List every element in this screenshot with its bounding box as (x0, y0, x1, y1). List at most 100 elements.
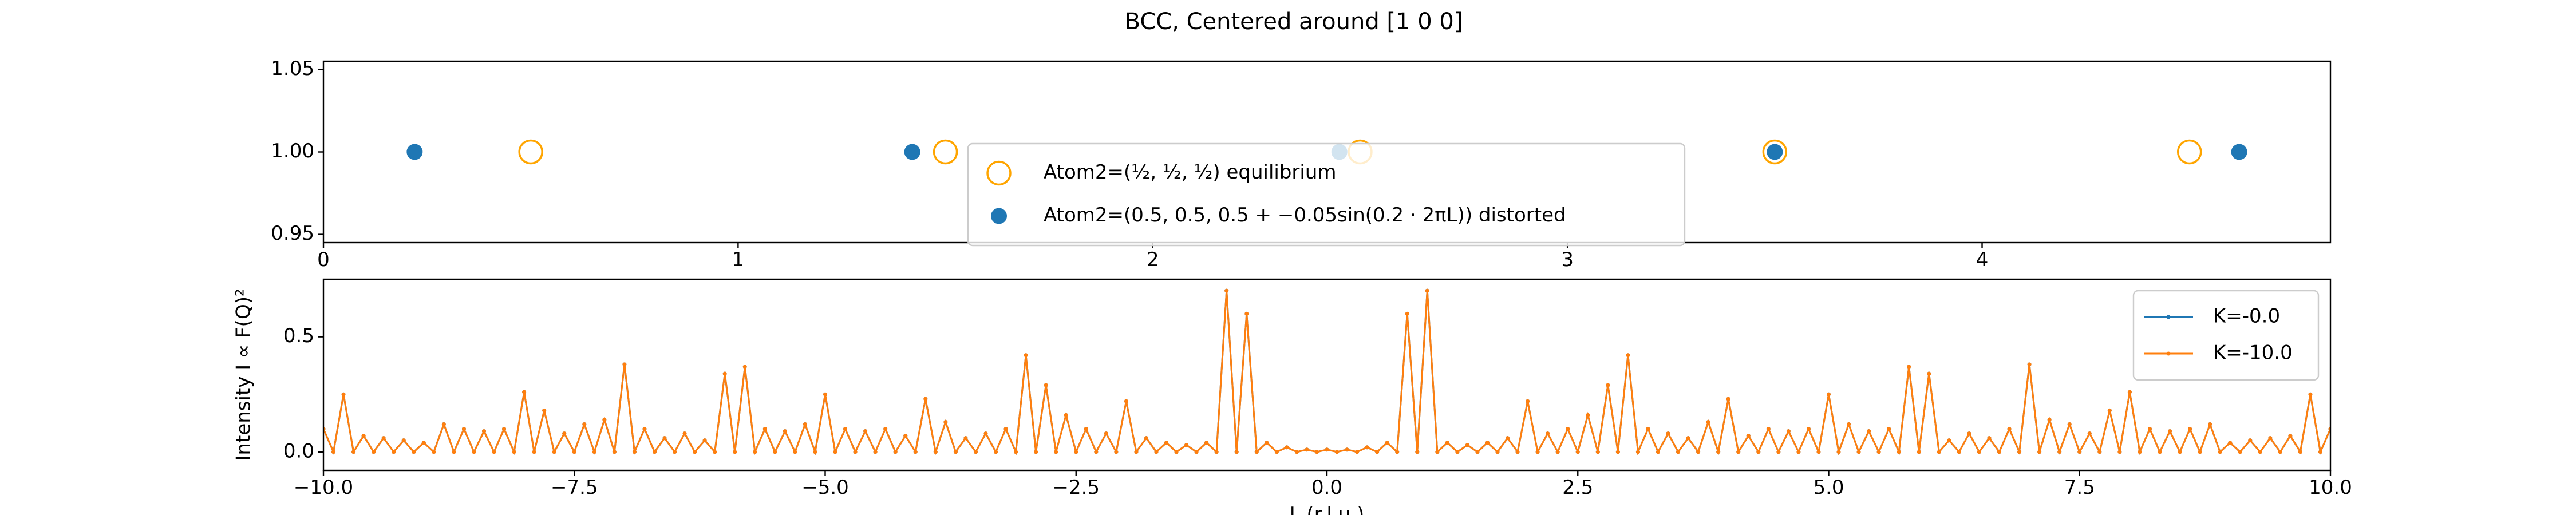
series-marker (1736, 450, 1741, 454)
series-marker (953, 450, 958, 454)
series-marker (2087, 431, 2092, 436)
series-marker (2258, 450, 2262, 454)
series-marker (1686, 436, 1690, 441)
series-marker (1134, 450, 1139, 454)
series-marker (1927, 371, 1931, 376)
series-marker (1024, 353, 1028, 358)
series-marker (1766, 427, 1771, 431)
series-marker (1746, 434, 1751, 438)
series-marker (552, 450, 556, 454)
series-marker (2208, 422, 2212, 427)
series-marker (1856, 450, 1861, 454)
series-marker (1184, 443, 1189, 447)
series-marker (602, 417, 607, 422)
series-marker (2188, 427, 2192, 431)
series-marker (1615, 450, 1620, 454)
series-marker (1335, 450, 1340, 454)
series-marker (1485, 441, 1490, 445)
series-marker (2308, 392, 2313, 397)
series-marker (2298, 450, 2302, 454)
series-marker (883, 427, 888, 431)
series-marker (1716, 450, 1721, 454)
series-marker (2138, 450, 2142, 454)
series-marker (923, 397, 928, 401)
x-tick-label: 3 (1561, 248, 1574, 271)
series-marker (1876, 450, 1881, 454)
series-marker (2047, 417, 2052, 422)
series-marker (1566, 427, 1570, 431)
series-marker (481, 429, 486, 434)
series-marker (973, 450, 978, 454)
series-marker (1064, 413, 1068, 417)
series-marker (1887, 427, 1891, 431)
series-marker (1314, 450, 1319, 454)
series-marker (401, 438, 406, 443)
series-marker (2238, 450, 2242, 454)
y-tick-label: 1.05 (271, 57, 314, 80)
series-marker (2268, 436, 2273, 441)
series-marker (2017, 450, 2022, 454)
series-marker (1967, 431, 1971, 436)
legend-label: K=-10.0 (2213, 342, 2293, 365)
series-marker (492, 450, 496, 454)
axes-frame (322, 278, 2332, 472)
series-marker (502, 427, 507, 431)
series-marker (863, 429, 868, 434)
series-marker (983, 431, 988, 436)
series-marker (1054, 450, 1058, 454)
series-marker (963, 436, 968, 441)
series-marker (2218, 450, 2222, 454)
series-marker (1495, 450, 1500, 454)
series-marker (853, 450, 858, 454)
series-marker (1254, 450, 1259, 454)
series-marker (1395, 450, 1400, 454)
series-marker (693, 450, 697, 454)
series-marker (1786, 429, 1791, 434)
series-marker (773, 450, 777, 454)
series-marker (2027, 362, 2032, 367)
series-marker (893, 450, 898, 454)
x-tick-label: 5.0 (1813, 476, 1844, 499)
legend: Atom2=(½, ½, ½) equilibrium Atom2=(0.5, 0… (967, 142, 1686, 247)
x-tick-label: −2.5 (1052, 476, 1100, 499)
series-marker (1475, 450, 1480, 454)
y-tick-label: 0.5 (283, 324, 314, 347)
series-marker (1706, 419, 1710, 424)
series-marker (1907, 365, 1911, 369)
scatter-point (2176, 139, 2202, 165)
series-marker (2288, 434, 2293, 438)
series-marker (1104, 431, 1108, 436)
x-tick-label: −10.0 (294, 476, 353, 499)
x-tick-label: 2 (1147, 248, 1159, 271)
series-marker (1003, 427, 1008, 431)
series-marker (461, 427, 466, 431)
series-marker (341, 392, 346, 397)
legend-marker (2166, 351, 2171, 356)
x-tick-label: −5.0 (801, 476, 849, 499)
x-tick-label: 2.5 (1562, 476, 1593, 499)
series-marker (1224, 288, 1229, 293)
series-marker (1726, 397, 1730, 401)
series-marker (813, 450, 817, 454)
series-marker (1957, 450, 1961, 454)
series-marker (2278, 450, 2282, 454)
legend-marker (986, 160, 1012, 186)
x-tick-label: 1 (732, 248, 745, 271)
series-marker (1776, 450, 1781, 454)
plot-area (323, 288, 2330, 455)
series-marker (1294, 450, 1299, 454)
series-marker (1796, 450, 1801, 454)
x-tick-label: 0.0 (1311, 476, 1342, 499)
series-marker (2057, 450, 2062, 454)
y-tick-label: 1.00 (271, 140, 314, 163)
series-marker (1455, 450, 1460, 454)
series-marker (522, 390, 527, 394)
series-marker (562, 431, 567, 436)
series-marker (642, 427, 647, 431)
series-marker (2097, 450, 2102, 454)
x-tick-label: 7.5 (2064, 476, 2095, 499)
series-marker (713, 450, 717, 454)
series-marker (381, 436, 386, 441)
